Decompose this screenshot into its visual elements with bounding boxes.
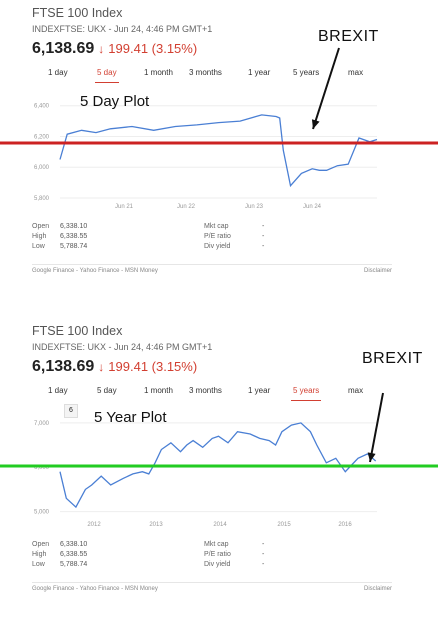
tab-5-years[interactable]: 5 years [293, 68, 320, 77]
stat-high: High 6,338.55 [32, 233, 88, 240]
tab-1-month[interactable]: 1 month [144, 68, 173, 77]
tab-1-day[interactable]: 1 day [48, 386, 68, 395]
footer: Google Finance - Yahoo Finance - MSN Mon… [32, 582, 392, 592]
tab-5-years[interactable]: 5 years [291, 386, 322, 401]
x-tick-label: 2015 [277, 522, 291, 528]
price-chart[interactable]: 7,000 6,000 5,000 2012 2013 2014 2015 2016 [32, 408, 392, 528]
tab-1-year[interactable]: 1 year [248, 68, 271, 77]
price-row: 6,138.69 ↓ 199.41 (3.15%) [32, 358, 197, 376]
stat-div-yield: Div yield - [204, 561, 265, 568]
index-subtitle: INDEXFTSE: UKX - Jun 24, 4:46 PM GMT+1 [32, 24, 213, 34]
y-tick-label: 6,200 [34, 134, 50, 140]
tab-1-day[interactable]: 1 day [48, 68, 68, 77]
stat-high: High 6,338.55 [32, 551, 88, 558]
tab-1-month[interactable]: 1 month [144, 386, 173, 395]
tab-5-day[interactable]: 5 day [97, 386, 117, 395]
index-subtitle: INDEXFTSE: UKX - Jun 24, 4:46 PM GMT+1 [32, 342, 213, 352]
stat-open: Open 6,338.10 [32, 223, 88, 230]
stat-open: Open 6,338.10 [32, 541, 88, 548]
tab-1-year[interactable]: 1 year [248, 386, 271, 395]
tab-3-months[interactable]: 3 months [189, 386, 222, 395]
price-change: 199.41 (3.15%) [108, 41, 198, 56]
y-tick-label: 6,400 [34, 104, 50, 110]
range-tabs: 1 day 5 day 1 month 3 months 1 year 5 ye… [32, 68, 392, 84]
y-tick-label: 7,000 [34, 421, 50, 427]
plot-label: 5 Year Plot [94, 409, 167, 426]
stat-mkt-cap: Mkt cap - [204, 223, 265, 230]
arrow-down-icon: ↓ [98, 360, 105, 374]
tab-5-day[interactable]: 5 day [95, 68, 119, 83]
chart-svg: 6,400 6,200 6,000 5,800 Jun 21 Jun 22 Jun 23 Ju… [34, 104, 378, 210]
current-price: 6,138.69 [32, 40, 95, 57]
stat-div-yield: Div yield - [204, 243, 265, 250]
source-links[interactable]: Google Finance - Yahoo Finance - MSN Mon… [32, 268, 158, 274]
x-tick-label: Jun 21 [115, 204, 134, 210]
y-tick-label: 6,000 [34, 465, 50, 471]
badge: 6 [64, 404, 78, 418]
plot-label: 5 Day Plot [80, 93, 150, 110]
panel-5-day: FTSE 100 Index INDEXFTSE: UKX - Jun 24, … [0, 0, 438, 300]
tab-max[interactable]: max [348, 68, 364, 77]
source-links[interactable]: Google Finance - Yahoo Finance - MSN Mon… [32, 586, 158, 592]
index-title: FTSE 100 Index [32, 6, 123, 20]
panel-5-year: FTSE 100 Index INDEXFTSE: UKX - Jun 24, … [0, 318, 438, 618]
tab-3-months[interactable]: 3 months [189, 68, 222, 77]
x-tick-label: Jun 23 [245, 204, 264, 210]
brexit-annotation: BREXIT [318, 28, 379, 45]
stat-pe-ratio: P/E ratio - [204, 233, 265, 240]
y-tick-label: 5,000 [34, 510, 50, 516]
range-tabs: 1 day 5 day 1 month 3 months 1 year 5 ye… [32, 386, 392, 402]
x-tick-label: Jun 22 [177, 204, 196, 210]
y-tick-label: 6,000 [34, 165, 50, 171]
price-row: 6,138.69 ↓ 199.41 (3.15%) [32, 40, 197, 58]
stat-low: Low 5,788.74 [32, 561, 88, 568]
x-tick-label: Jun 24 [303, 204, 322, 210]
disclaimer-link[interactable]: Disclaimer [363, 268, 392, 274]
disclaimer-link[interactable]: Disclaimer [363, 586, 392, 592]
price-chart[interactable]: 6,400 6,200 6,000 5,800 Jun 21 Jun 22 Jun 23 Ju… [32, 90, 392, 210]
stat-mkt-cap: Mkt cap - [204, 541, 265, 548]
price-change: 199.41 (3.15%) [108, 359, 198, 374]
x-tick-label: 2012 [87, 522, 101, 528]
series-line [59, 114, 378, 188]
chart-svg: 7,000 6,000 5,000 2012 2013 2014 2015 2016 [34, 421, 377, 528]
x-tick-label: 2014 [213, 522, 227, 528]
brexit-annotation: BREXIT [362, 350, 423, 367]
current-price: 6,138.69 [32, 358, 95, 375]
x-tick-label: 2016 [338, 522, 352, 528]
tab-max[interactable]: max [348, 386, 364, 395]
footer: Google Finance - Yahoo Finance - MSN Mon… [32, 264, 392, 274]
series-line [59, 422, 377, 509]
x-tick-label: 2013 [149, 522, 163, 528]
index-title: FTSE 100 Index [32, 324, 123, 338]
y-tick-label: 5,800 [34, 196, 50, 202]
arrow-down-icon: ↓ [98, 42, 105, 56]
stat-pe-ratio: P/E ratio - [204, 551, 265, 558]
stat-low: Low 5,788.74 [32, 243, 88, 250]
